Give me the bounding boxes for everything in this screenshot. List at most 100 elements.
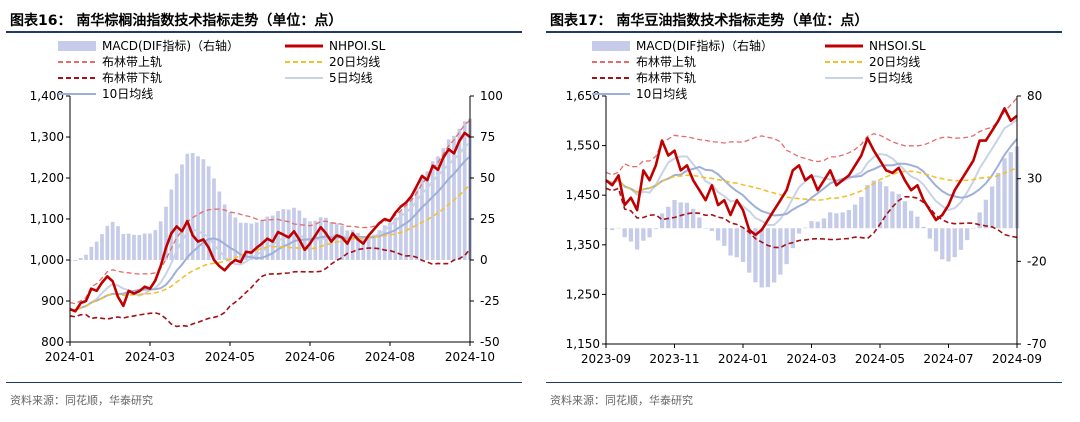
macd-bar	[292, 207, 296, 260]
macd-bar	[989, 186, 995, 229]
y-tick-label: 1,400	[30, 89, 64, 103]
macd-bar	[398, 211, 403, 260]
legend-item-macd: MACD(DIF指标)（右轴）	[58, 38, 239, 53]
macd-bar	[753, 228, 758, 283]
y2-tick-label: -70	[1027, 337, 1047, 351]
macd-bar	[286, 209, 291, 260]
macd-bar	[249, 223, 254, 260]
macd-bar	[796, 228, 802, 234]
macd-bar	[196, 156, 200, 260]
x-tick-label: 2024-03	[125, 350, 175, 364]
y2-tick-label: 0	[480, 253, 488, 267]
chart-soybean-oil: 1,150 1,250 1,350 1,450 1,550 1,650 -70 -20 30 80…	[566, 38, 1047, 366]
macd-bar	[436, 156, 440, 260]
macd-bar	[728, 228, 733, 256]
macd-bar	[217, 191, 222, 260]
x-tick-label: 2024-07	[923, 352, 973, 366]
macd-bar	[148, 233, 152, 260]
macd-bar	[388, 222, 392, 260]
macd-bar	[84, 254, 88, 260]
macd-bar	[996, 172, 1001, 229]
chart-panel-palm-oil: 图表16： 南华棕榈油指数技术指标走势（单位：点） 800 900 1,000 1,1…	[6, 13, 522, 407]
macd-bar	[828, 212, 833, 229]
macd-bar	[1002, 158, 1007, 229]
macd-bar	[201, 159, 206, 260]
macd-bar	[100, 234, 104, 260]
legend-item-ma20: 20日均线	[825, 55, 920, 69]
macd-bar	[169, 189, 174, 260]
macd-bar	[462, 121, 467, 260]
macd-bar	[126, 233, 131, 260]
macd-bar	[952, 228, 957, 258]
macd-bar	[222, 204, 227, 260]
legend-label: 布林带上轨	[102, 55, 162, 69]
legend-swatch	[58, 41, 96, 51]
macd-bar	[446, 139, 451, 260]
y2-tick-label: -50	[480, 335, 500, 349]
legend-item-ma5: 5日均线	[285, 71, 373, 85]
y2-tick-label: -25	[480, 294, 500, 308]
ma20-line	[605, 166, 1018, 201]
macd-bar	[180, 164, 184, 260]
macd-bar	[244, 222, 248, 260]
legend-item-ma20: 20日均线	[285, 55, 380, 69]
macd-bar	[452, 135, 456, 260]
legend-label: NHSOI.SL	[869, 39, 926, 53]
legend-label: 10日均线	[102, 87, 153, 101]
legend-item-upper: 布林带上轨	[58, 55, 162, 69]
macd-bar	[834, 213, 839, 229]
macd-bar	[790, 228, 795, 249]
macd-bar	[846, 209, 852, 229]
macd-bar	[164, 206, 168, 260]
legend-label: MACD(DIF指标)（右轴）	[636, 38, 773, 53]
macd-bar	[641, 228, 646, 241]
macd-bar	[771, 228, 777, 283]
y2-tick-label: 25	[480, 212, 495, 226]
x-tick-label: 2024-05	[205, 350, 255, 364]
macd-bar	[276, 211, 280, 260]
macd-bar	[116, 226, 120, 260]
x-tick-label: 2024-01	[45, 350, 95, 364]
legend-item-ma10: 10日均线	[58, 87, 153, 101]
x-tick-label: 2023-09	[581, 352, 631, 366]
macd-bar	[908, 210, 914, 229]
macd-bar	[340, 225, 344, 260]
y2-tick-label: 100	[480, 89, 503, 103]
macd-bar	[821, 218, 827, 229]
macd-bar	[616, 227, 621, 229]
chart-title: 图表17： 南华豆油指数技术指标走势（单位：点）	[550, 13, 869, 29]
y-tick-label: 1,550	[566, 139, 600, 153]
y-tick-label: 1,100	[30, 212, 64, 226]
bollinger-lower-line	[605, 187, 1018, 249]
legend-item-index: NHPOI.SL	[285, 39, 386, 53]
macd-bar	[78, 257, 83, 260]
macd-bar	[647, 228, 652, 238]
legend-item-lower: 布林带下轨	[58, 71, 162, 85]
macd-bar	[958, 228, 964, 250]
y-tick-label: 1,650	[566, 89, 600, 103]
macd-bar	[915, 216, 920, 229]
y2-tick-label: 50	[480, 171, 495, 185]
macd-bar	[345, 230, 350, 260]
legend-label: NHPOI.SL	[329, 39, 386, 53]
macd-bar	[865, 184, 870, 229]
ma10-line	[69, 155, 471, 312]
macd-bar	[206, 166, 211, 260]
bollinger-lower-line	[69, 247, 471, 328]
macd-bar	[759, 228, 764, 288]
bollinger-upper-line	[69, 119, 471, 305]
ma5-line	[69, 141, 471, 312]
title-rule	[6, 31, 522, 33]
macd-bar	[254, 222, 259, 260]
macd-bar	[372, 234, 376, 260]
bollinger-upper-line	[605, 97, 1018, 176]
macd-bar	[877, 181, 883, 229]
y-tick-label: 1,000	[30, 253, 64, 267]
macd-bar	[852, 204, 858, 229]
title-rule	[546, 31, 1062, 33]
macd-bar	[871, 180, 876, 229]
macd-bar	[1008, 152, 1013, 229]
macd-bar	[190, 152, 195, 260]
macd-bar	[158, 221, 163, 260]
macd-bar	[896, 194, 901, 229]
